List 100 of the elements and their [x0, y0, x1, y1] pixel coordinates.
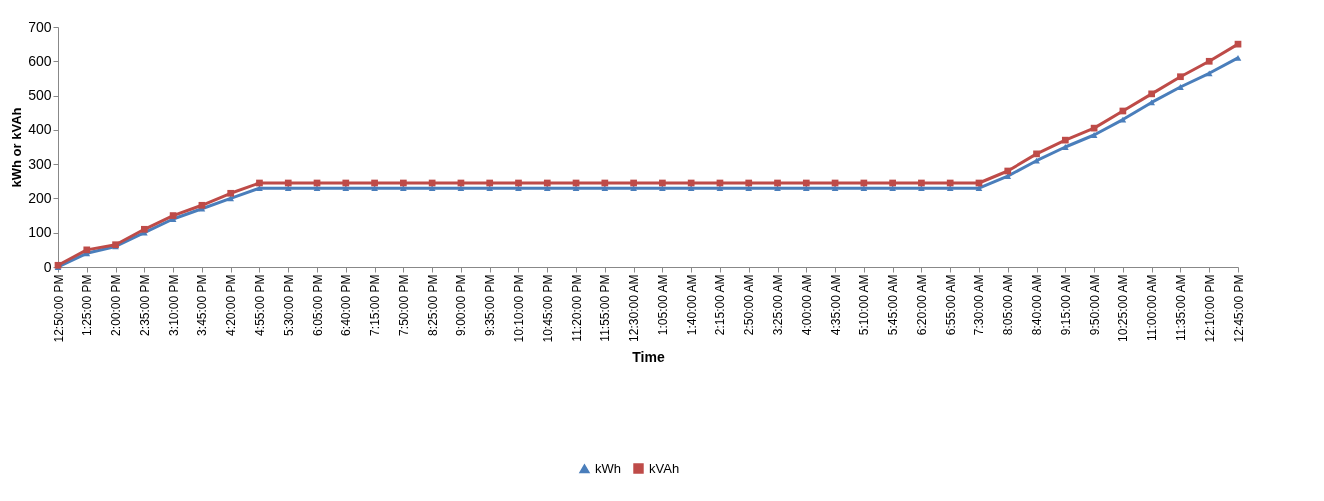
point — [284, 179, 292, 187]
point — [918, 185, 925, 192]
point — [256, 185, 263, 192]
x-tick-label: 9:35:00 PM — [483, 274, 498, 336]
x-tick-label: 6:05:00 PM — [310, 274, 325, 336]
x-tick-label: 2:35:00 PM — [137, 274, 152, 336]
x-tick-label: 10:45:00 PM — [540, 274, 555, 343]
point — [745, 185, 753, 192]
x-tick-label: 11:55:00 PM — [598, 274, 613, 342]
point — [630, 179, 637, 187]
x-tick-label: 11:00:00 AM — [1145, 274, 1160, 341]
point — [371, 179, 378, 187]
x-tick-label: 1:25:00 PM — [80, 274, 95, 336]
x-tick-label: 12:50:00 PM — [51, 274, 66, 343]
point — [486, 185, 494, 192]
point — [83, 246, 91, 254]
point — [802, 185, 810, 192]
x-tick-label: 1:40:00 AM — [684, 274, 699, 336]
x-tick-label: 4:20:00 PM — [224, 274, 239, 336]
point — [1004, 167, 1012, 175]
x-tick-label: 7:50:00 PM — [396, 274, 411, 336]
point — [515, 185, 522, 192]
x-tick-label: 8:25:00 PM — [425, 274, 440, 336]
point — [400, 185, 407, 192]
point — [400, 179, 407, 187]
point — [1205, 57, 1213, 65]
y-axis-title: kWh or kVAh — [9, 107, 25, 188]
y-tick-label: 600 — [28, 52, 52, 69]
point — [169, 212, 177, 219]
x-tick-label: 10:10:00 PM — [511, 274, 526, 343]
y-tick-label: 0 — [43, 258, 52, 275]
x-tick-label: 10:25:00 AM — [1116, 274, 1131, 342]
point — [1234, 54, 1242, 61]
point — [342, 185, 350, 192]
point — [946, 185, 954, 192]
x-tick-label: 1:05:00 AM — [655, 274, 670, 336]
legend-label: kWh — [595, 460, 621, 476]
point — [716, 185, 724, 192]
point — [543, 179, 551, 187]
x-tick-label: 11:20:00 PM — [569, 274, 584, 342]
point — [630, 185, 637, 192]
y-tick-label: 700 — [28, 18, 52, 35]
point — [428, 179, 436, 187]
point — [1004, 173, 1012, 180]
x-tick-label: 8:40:00 AM — [1030, 274, 1045, 336]
point — [946, 179, 954, 187]
point — [860, 185, 868, 192]
x-tick-label: 5:30:00 PM — [281, 274, 296, 336]
point — [659, 185, 666, 192]
x-tick-label: 3:45:00 PM — [195, 274, 210, 336]
x-tick-label: 4:00:00 AM — [799, 274, 814, 336]
point — [284, 185, 292, 192]
y-tick-label: 400 — [28, 121, 52, 138]
point — [601, 185, 609, 192]
x-tick-label: 7:15:00 PM — [368, 274, 383, 336]
point — [1033, 157, 1040, 164]
point — [371, 185, 378, 192]
point — [774, 185, 781, 192]
x-axis-title: Time — [632, 348, 665, 365]
x-tick-label: 6:40:00 PM — [339, 274, 354, 336]
point — [1205, 70, 1213, 77]
point — [313, 185, 321, 192]
point — [342, 179, 350, 187]
x-tick-label: 12:30:00 AM — [627, 274, 642, 342]
point — [889, 185, 896, 192]
point — [687, 179, 695, 187]
x-tick-label: 12:45:00 PM — [1231, 274, 1246, 343]
point — [1177, 84, 1184, 90]
x-tick-label: 3:25:00 AM — [771, 274, 786, 336]
point — [601, 179, 609, 187]
x-tick-label: 7:30:00 AM — [972, 274, 987, 336]
point — [1090, 132, 1098, 138]
x-tick-label: 11:35:00 AM — [1173, 274, 1188, 341]
x-tick-label: 2:15:00 AM — [713, 274, 728, 336]
point — [860, 179, 868, 187]
x-tick-label: 6:20:00 AM — [914, 274, 929, 336]
point — [975, 185, 983, 192]
point — [428, 185, 436, 192]
point — [1148, 90, 1156, 98]
point — [140, 225, 148, 233]
y-tick-label: 500 — [28, 87, 52, 104]
point — [543, 185, 551, 192]
point — [1061, 144, 1069, 150]
point — [1061, 136, 1069, 144]
y-tick-label: 200 — [28, 189, 52, 206]
x-tick-label: 5:45:00 AM — [886, 274, 901, 336]
point — [572, 185, 580, 192]
point — [1033, 150, 1040, 158]
point — [227, 189, 235, 197]
x-tick-label: 12:10:00 PM — [1202, 274, 1217, 343]
x-tick-label: 9:15:00 AM — [1058, 274, 1073, 336]
y-tick-label: 100 — [28, 224, 52, 241]
x-tick-label: 3:10:00 PM — [166, 274, 181, 336]
x-tick-label: 6:55:00 AM — [943, 274, 958, 336]
y-tick-label: 300 — [28, 155, 52, 172]
point — [918, 179, 925, 187]
point — [659, 179, 666, 187]
point — [256, 179, 263, 187]
point — [486, 179, 494, 187]
x-tick-label: 9:50:00 AM — [1087, 274, 1102, 336]
